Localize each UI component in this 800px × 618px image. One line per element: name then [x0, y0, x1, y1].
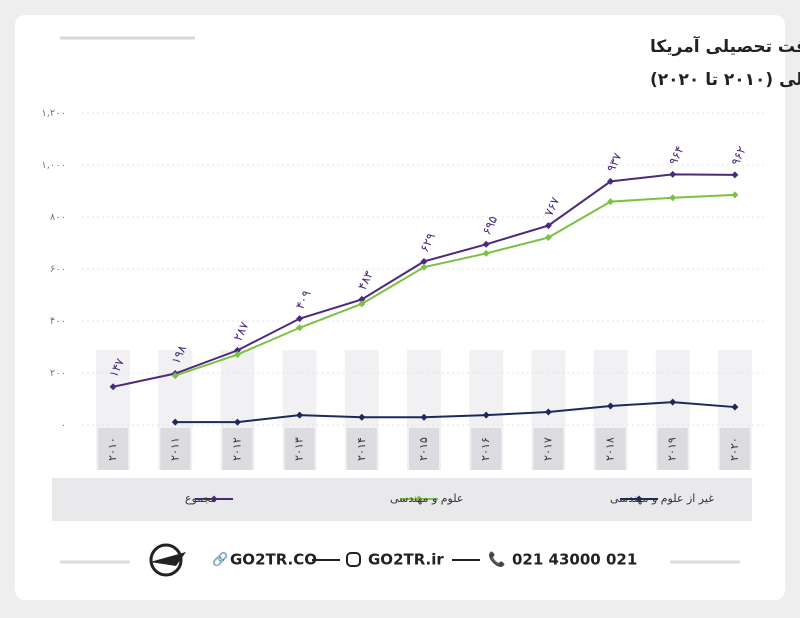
x-tick-label: ۲۰۱۳ — [293, 437, 306, 461]
instagram: GO2TR.ir — [368, 551, 444, 569]
x-tick-label: ۲۰۱۴ — [355, 437, 368, 461]
point — [233, 351, 241, 359]
legend-label: غیر از علوم و مهندسی — [610, 492, 714, 505]
legend-label: مجموع — [185, 492, 217, 505]
y-tick-label: ۶۰۰ — [50, 264, 66, 275]
point — [607, 402, 615, 410]
point — [669, 398, 677, 406]
point — [482, 240, 490, 248]
point — [731, 403, 739, 411]
phone: 021 43000 021 — [512, 551, 637, 569]
point — [358, 413, 366, 421]
x-tick-label: ۲۰۲۰ — [728, 437, 741, 461]
x-label-band — [284, 428, 315, 470]
x-label-band — [98, 428, 129, 470]
x-tick-label: ۲۰۱۱ — [168, 437, 181, 461]
x-tick-label: ۲۰۱۶ — [479, 437, 492, 461]
point — [358, 295, 366, 303]
point — [171, 372, 179, 380]
point — [731, 171, 739, 179]
x-tick-label: ۲۰۱۹ — [666, 437, 679, 461]
legend-marker — [635, 495, 643, 503]
phone-icon: 📞 — [488, 550, 506, 568]
x-tick-label: ۲۰۱۵ — [417, 437, 430, 461]
logo — [149, 543, 186, 577]
y-tick-label: ۰ — [61, 420, 66, 431]
point — [669, 194, 677, 202]
x-tick-label: ۲۰۱۷ — [541, 437, 554, 461]
point — [233, 346, 241, 354]
point — [171, 418, 179, 426]
card — [15, 15, 785, 600]
point — [296, 315, 304, 323]
x-label-band — [346, 428, 377, 470]
point — [544, 234, 552, 242]
point — [482, 411, 490, 419]
instagram-icon — [346, 552, 361, 567]
x-tick-label: ۲۰۱۰ — [106, 437, 119, 461]
y-tick-label: ۸۰۰ — [50, 212, 66, 223]
series-line — [174, 193, 735, 377]
legend-marker — [210, 495, 218, 503]
legend-label: علوم و مهندسی — [390, 492, 463, 505]
y-tick-label: ۱,۲۰۰ — [41, 108, 66, 119]
point — [544, 222, 552, 230]
x-label-band — [222, 428, 253, 470]
link-icon: 🔗 — [212, 551, 228, 568]
point — [420, 263, 428, 271]
legend-marker — [415, 495, 423, 503]
point — [482, 249, 490, 257]
x-label-band — [160, 428, 191, 470]
y-tick-label: ۴۰۰ — [50, 316, 66, 327]
x-label-band — [471, 428, 502, 470]
x-label-band — [657, 428, 688, 470]
website: GO2TR.CO — [230, 551, 317, 569]
point — [420, 413, 428, 421]
point — [233, 418, 241, 426]
point — [607, 198, 615, 206]
point — [607, 177, 615, 185]
point — [109, 383, 117, 391]
point — [731, 191, 739, 199]
x-label-band — [595, 428, 626, 470]
point — [296, 324, 304, 332]
x-label-band — [409, 428, 439, 470]
point — [669, 170, 677, 178]
x-tick-label: ۲۰۱۸ — [604, 437, 617, 461]
series-line — [175, 401, 735, 424]
y-tick-label: ۲۰۰ — [50, 368, 66, 379]
point — [296, 411, 304, 419]
chart-title: در مقطع دکتری به تفکیک رشته تحصیلی (۲۰۱۰… — [650, 70, 800, 90]
x-label-band — [533, 428, 564, 470]
x-tick-label: ۲۰۱۲ — [230, 437, 243, 461]
y-tick-label: ۱,۰۰۰ — [41, 160, 66, 171]
point — [420, 257, 428, 265]
point — [544, 408, 552, 416]
point — [358, 300, 366, 308]
chart-title: تعداد ایرانیان دریافت کننده ویزای موقت ت… — [650, 35, 800, 57]
x-label-band — [719, 428, 750, 470]
